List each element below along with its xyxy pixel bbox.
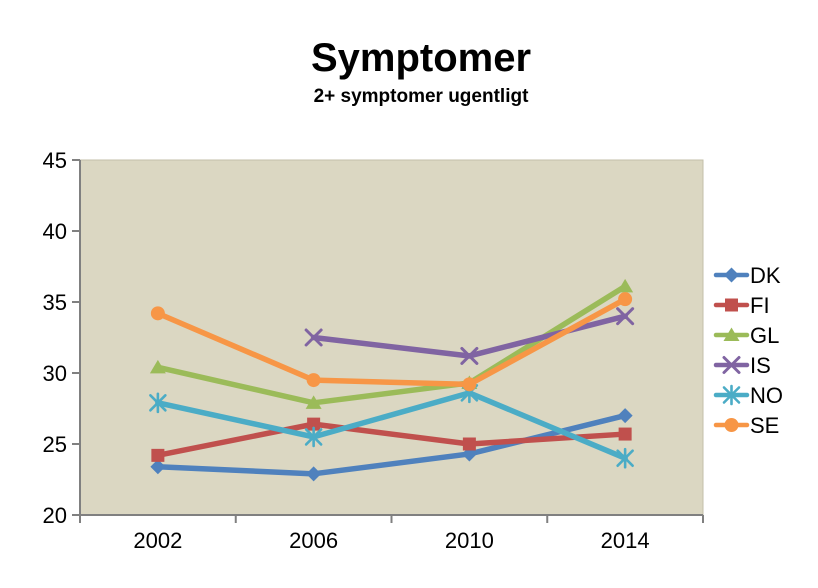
legend-label-fi: FI <box>750 293 770 318</box>
dk-marker-2006 <box>306 466 322 482</box>
no-line <box>155 390 628 461</box>
se-marker-2010 <box>462 377 477 392</box>
y-axis-label-35: 35 <box>43 290 67 315</box>
series-no <box>149 382 634 469</box>
fi-legend-marker-icon <box>725 298 738 312</box>
no-marker-2014 <box>616 447 634 469</box>
fi-marker-2006 <box>307 417 321 431</box>
gl-legend-marker-icon <box>723 327 740 341</box>
dk-line <box>155 412 628 477</box>
chart-title: Symptomer <box>310 36 532 80</box>
plot-area <box>79 159 704 516</box>
dk-marker-2002 <box>150 459 166 475</box>
dk-legend-marker-icon <box>724 267 739 283</box>
x-axis-label-2014: 2014 <box>601 528 650 553</box>
legend-item-fi: FI <box>713 293 770 318</box>
y-axis-label-20: 20 <box>43 503 67 528</box>
y-axis-label-45: 45 <box>43 148 67 173</box>
fi-marker-2010 <box>462 437 476 451</box>
legend-item-no: NO <box>713 383 783 408</box>
y-axis-label-40: 40 <box>43 219 67 244</box>
x-axis-label-2006: 2006 <box>289 528 338 553</box>
legend-label-dk: DK <box>750 263 781 288</box>
x-axis-label-2002: 2002 <box>133 528 182 553</box>
is-marker-2006 <box>304 328 323 347</box>
se-line <box>155 296 628 388</box>
gl-marker-2014 <box>617 278 634 293</box>
x-axis-label-2010: 2010 <box>445 528 494 553</box>
legend-item-se: SE <box>713 413 779 438</box>
y-axis-label-25: 25 <box>43 432 67 457</box>
y-axis: 20 25 30 35 40 45 <box>43 148 80 528</box>
y-axis-label-30: 30 <box>43 361 67 386</box>
legend-item-dk: DK <box>713 263 781 288</box>
fi-line <box>155 421 628 459</box>
is-marker-2014 <box>616 307 635 326</box>
gl-marker-2006 <box>305 395 322 409</box>
is-legend-marker-icon <box>722 356 741 374</box>
se-marker-2014 <box>618 292 633 307</box>
series-fi <box>151 417 632 462</box>
series-dk <box>150 408 633 482</box>
no-legend-marker-icon <box>722 384 741 406</box>
legend: DK FI GL IS NO SE <box>713 263 783 438</box>
fi-marker-2002 <box>151 448 165 462</box>
legend-item-is: IS <box>713 353 771 378</box>
legend-label-no: NO <box>750 383 783 408</box>
se-marker-2002 <box>150 306 165 321</box>
legend-label-gl: GL <box>750 323 779 348</box>
se-legend-marker-icon <box>724 418 739 432</box>
fi-marker-2014 <box>618 427 632 441</box>
x-axis: 2002 2006 2010 2014 <box>79 515 704 553</box>
is-marker-2010 <box>460 346 479 365</box>
gl-marker-2002 <box>149 359 166 374</box>
dk-marker-2014 <box>617 408 633 424</box>
legend-item-gl: GL <box>713 323 779 348</box>
legend-label-is: IS <box>750 353 771 378</box>
se-marker-2006 <box>306 373 321 388</box>
no-marker-2002 <box>149 392 167 414</box>
no-marker-2006 <box>304 426 323 448</box>
series-se <box>150 292 633 392</box>
chart-subtitle: 2+ symptomer ugentligt <box>313 86 529 107</box>
legend-label-se: SE <box>750 413 779 438</box>
